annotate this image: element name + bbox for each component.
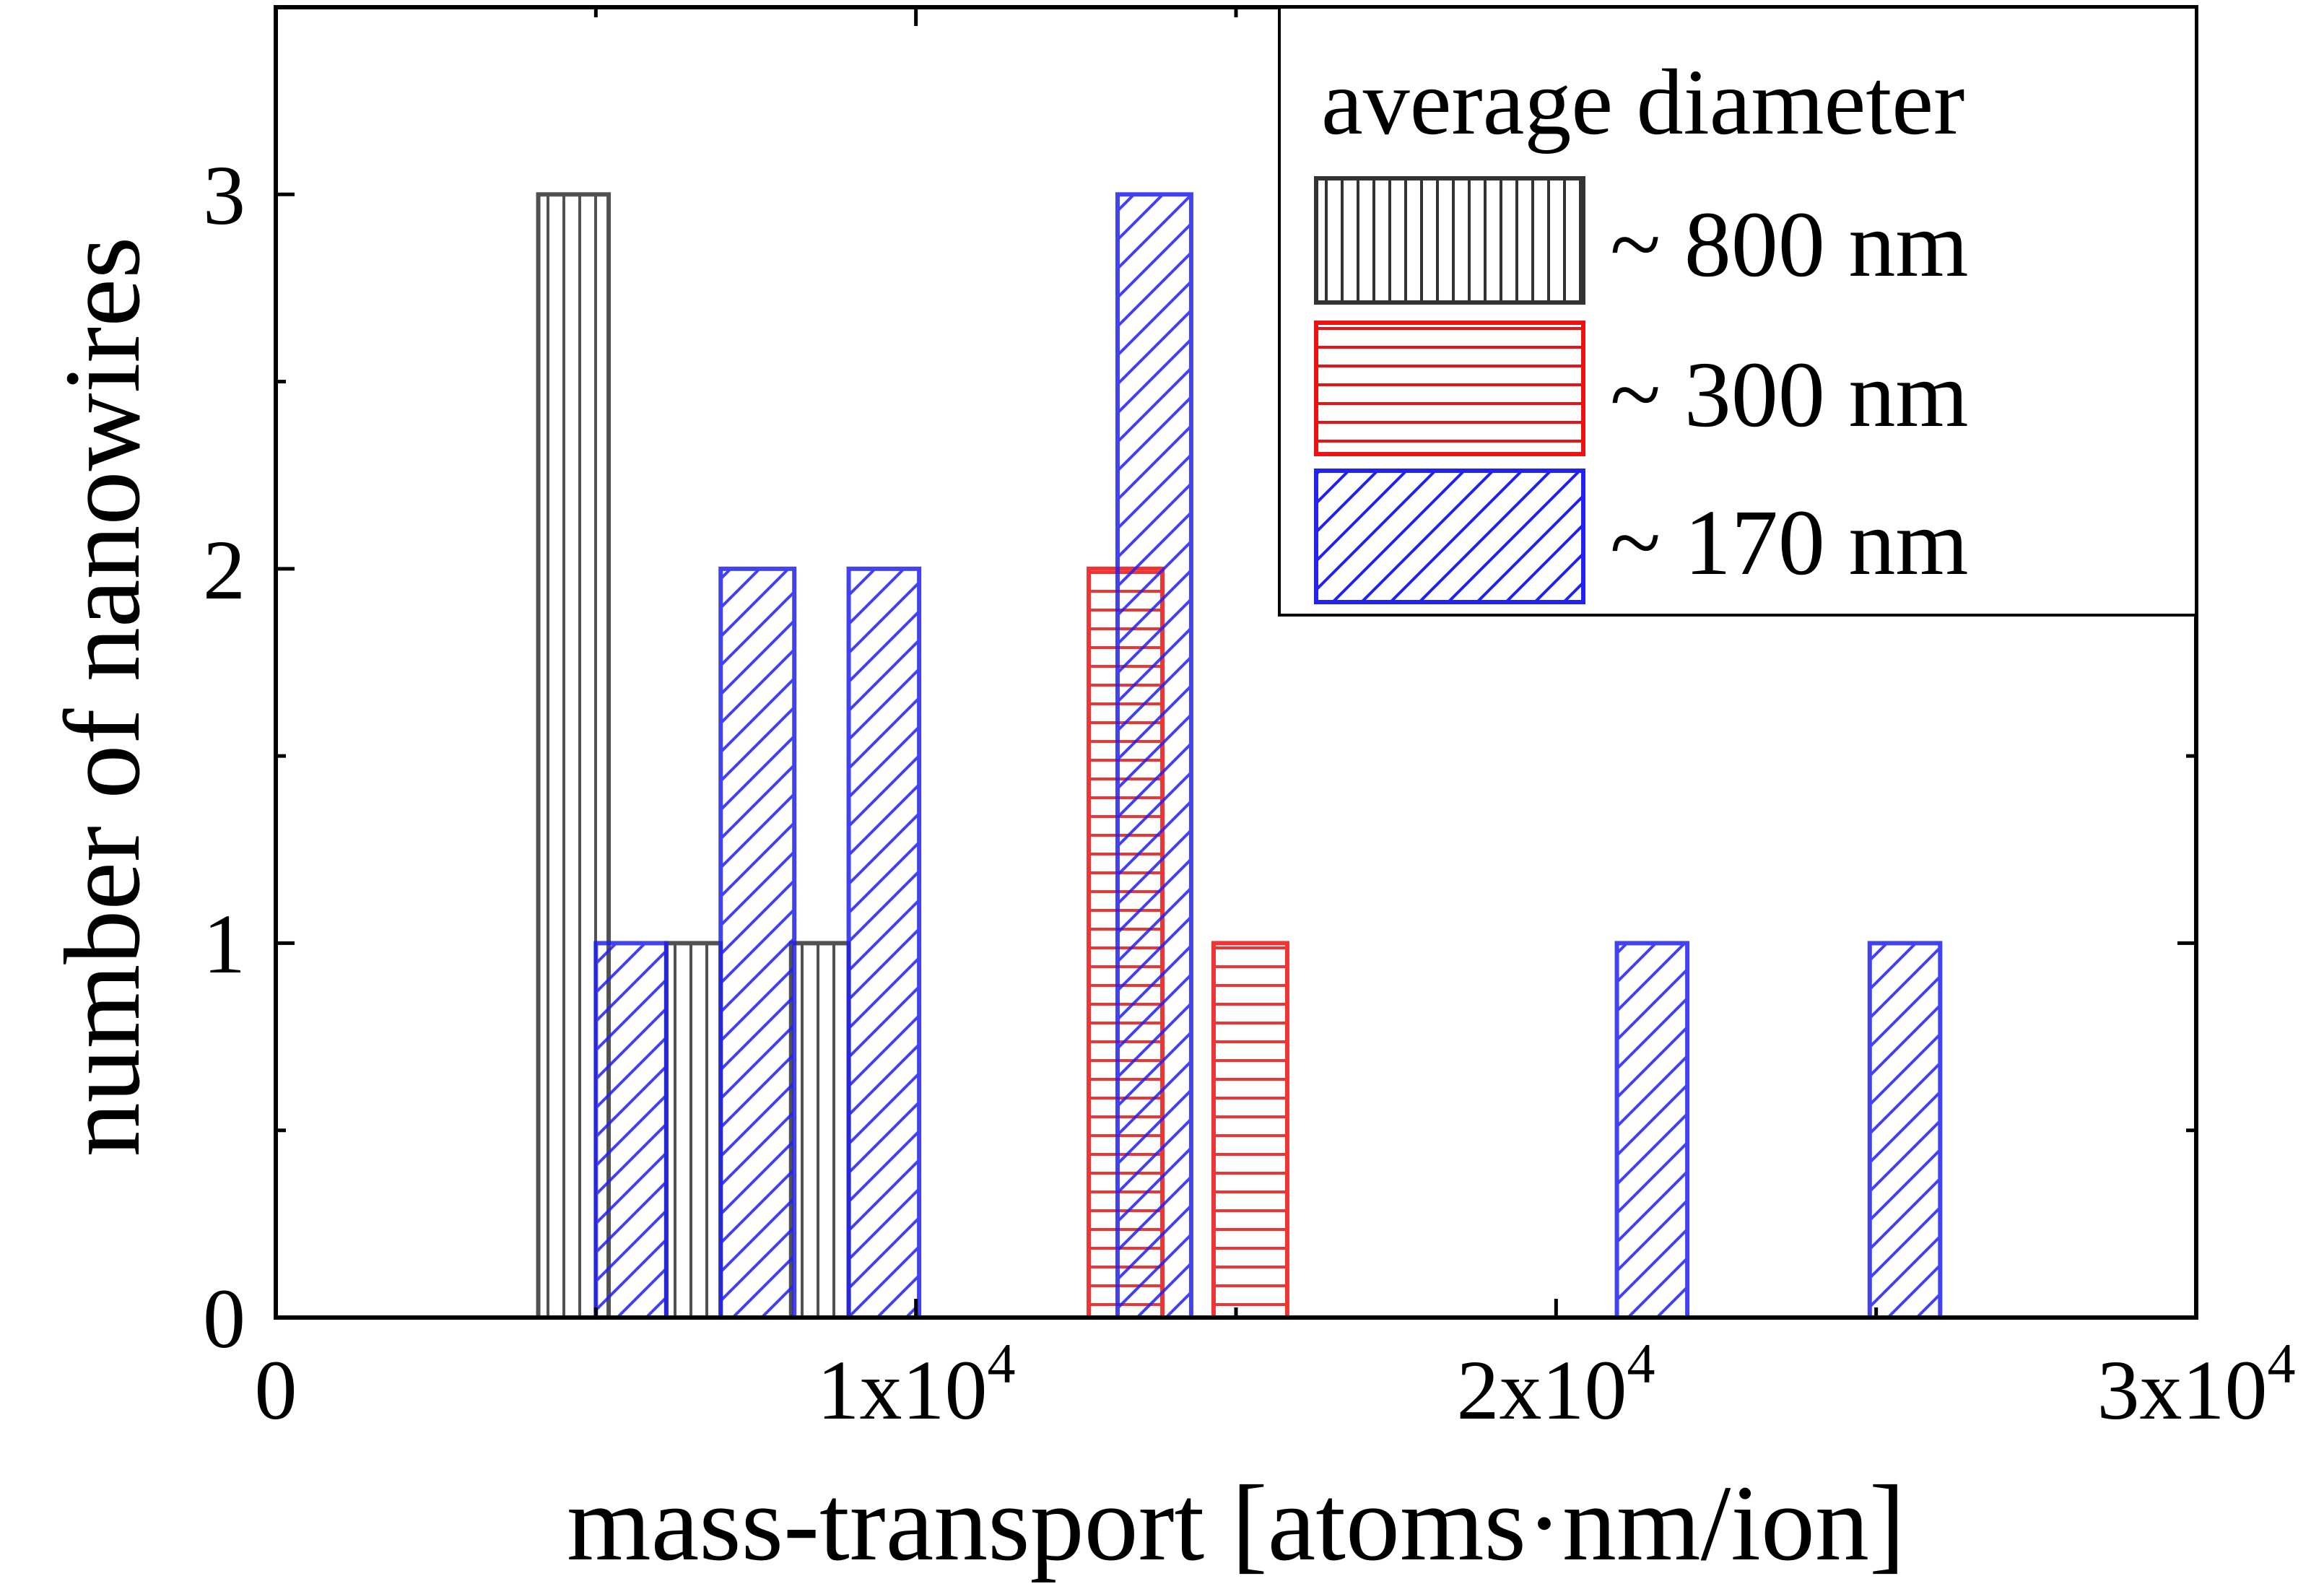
x-axis-title: mass-transport [atoms·nm/ion] bbox=[567, 1463, 1905, 1583]
y-tick-label: 0 bbox=[203, 1271, 245, 1366]
legend-label: ~ 170 nm bbox=[1610, 491, 1968, 595]
series-0-bars bbox=[536, 192, 851, 1320]
bar bbox=[1211, 941, 1289, 1320]
x-tick-label-base: 1x10 bbox=[817, 1343, 988, 1437]
x-tick-label-exponent: 4 bbox=[2268, 1332, 2296, 1395]
y-tick-label: 3 bbox=[203, 148, 245, 243]
legend-label: ~ 300 nm bbox=[1610, 343, 1968, 447]
x-tick-label-exponent: 4 bbox=[1627, 1332, 1655, 1395]
y-tick-label: 2 bbox=[203, 523, 245, 617]
legend: average diameter ~ 800 nm ~ 300 nm ~ 170… bbox=[1278, 6, 2198, 617]
legend-swatch-300nm bbox=[1314, 321, 1585, 456]
x-tick-label: 3x104 bbox=[2097, 1332, 2296, 1437]
bar bbox=[1115, 192, 1193, 1320]
x-tick-label: 2x104 bbox=[1457, 1332, 1655, 1437]
bar bbox=[1614, 941, 1690, 1320]
x-tick-labels: 0 1x104 2x104 3x104 bbox=[255, 1332, 2296, 1437]
x-tick-label-base: 3x10 bbox=[2097, 1343, 2268, 1437]
bar bbox=[788, 941, 851, 1320]
bar bbox=[846, 566, 922, 1320]
bar bbox=[593, 941, 669, 1320]
y-tick-labels: 0 1 2 3 bbox=[203, 148, 245, 1366]
x-tick-label-base: 2x10 bbox=[1457, 1343, 1627, 1437]
legend-label: ~ 800 nm bbox=[1610, 193, 1968, 297]
bar bbox=[1867, 941, 1943, 1320]
bar bbox=[536, 192, 612, 1320]
legend-swatch-800nm bbox=[1314, 176, 1585, 305]
legend-swatch-170nm bbox=[1314, 469, 1585, 604]
x-tick-label-exponent: 4 bbox=[988, 1332, 1016, 1395]
x-tick-label-base: 0 bbox=[255, 1343, 297, 1437]
y-axis-title: number of nanowires bbox=[43, 237, 162, 1157]
y-tick-label: 1 bbox=[203, 897, 245, 991]
bar bbox=[718, 566, 797, 1320]
x-tick-label: 1x104 bbox=[817, 1332, 1016, 1437]
legend-title: average diameter bbox=[1321, 51, 1964, 154]
x-tick-label: 0 bbox=[255, 1343, 297, 1437]
bar bbox=[663, 941, 723, 1320]
